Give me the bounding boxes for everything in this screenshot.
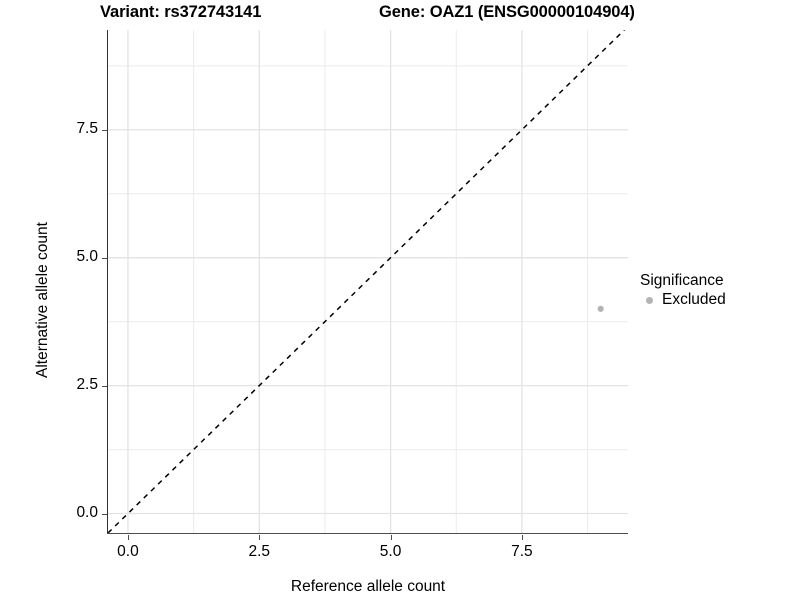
- page-title: Variant: rs372743141: [100, 3, 262, 21]
- data-point[interactable]: [597, 305, 604, 312]
- x-tick-label: 2.5: [248, 543, 271, 560]
- x-tick-mark: [521, 535, 523, 540]
- y-tick-label: 5.0: [76, 247, 98, 265]
- x-axis-line: [107, 533, 628, 535]
- x-axis-title: Reference allele count: [290, 578, 446, 595]
- y-tick-mark: [102, 257, 107, 259]
- y-axis-line: [107, 30, 109, 534]
- plot-canvas: [108, 30, 628, 534]
- y-tick-label: 0.0: [76, 503, 98, 521]
- y-tick-mark: [102, 129, 107, 131]
- y-tick-mark: [102, 385, 107, 387]
- legend-item-label: Excluded: [662, 291, 726, 308]
- gene-title: Gene: OAZ1 (ENSG00000104904): [379, 3, 635, 21]
- legend-item[interactable]: Excluded: [640, 291, 726, 309]
- plot-panel: [108, 30, 628, 534]
- x-tick-mark: [390, 535, 392, 540]
- legend-dot-icon: [645, 296, 653, 304]
- y-tick-mark: [102, 513, 107, 515]
- x-tick-label: 7.5: [511, 543, 533, 560]
- title-bar: Variant: rs372743141 Gene: OAZ1 (ENSG000…: [0, 0, 800, 30]
- y-tick-label: 7.5: [76, 119, 98, 137]
- y-tick-label: 2.5: [76, 375, 98, 393]
- x-tick-label: 5.0: [379, 543, 402, 560]
- legend: Significance Excluded: [640, 272, 726, 309]
- legend-key: [640, 291, 658, 309]
- x-tick-mark: [259, 535, 261, 540]
- legend-title: Significance: [640, 272, 724, 289]
- legend-entries: Excluded: [640, 291, 726, 309]
- x-tick-label: 0.0: [117, 543, 139, 560]
- x-tick-mark: [127, 535, 129, 540]
- identity-reference-line: [108, 30, 625, 534]
